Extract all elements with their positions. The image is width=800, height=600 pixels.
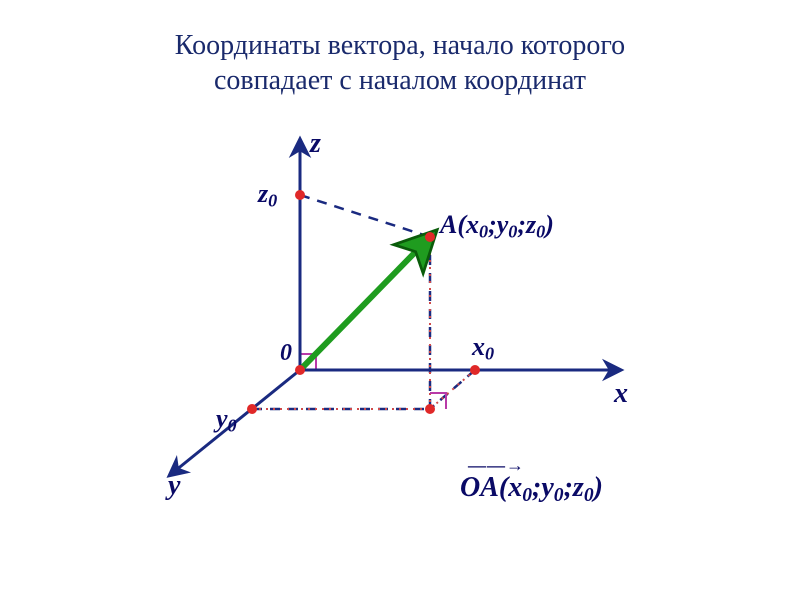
point-proj [425,404,435,414]
point-x0 [470,365,480,375]
origin-label: 0 [280,340,292,367]
x-axis-label: x [614,378,628,410]
point-a [425,232,435,242]
point-origin [295,365,305,375]
point-y0 [247,404,257,414]
y-axis-label: y [168,470,180,502]
a-point-label: A(x0;y0;z0) [440,210,554,243]
diagram-canvas [0,0,800,600]
point-z0 [295,190,305,200]
z-axis-label: z [310,128,321,160]
dash-z0-to-a [300,195,430,237]
y0-label: y0 [216,404,237,437]
oa-vector-label: ——→ OA(x0;y0;z0) [460,455,603,507]
x0-label: x0 [472,332,494,365]
dot-x0-to-proj [430,370,475,409]
z0-label: z0 [258,179,277,212]
vector-oa [300,237,430,370]
